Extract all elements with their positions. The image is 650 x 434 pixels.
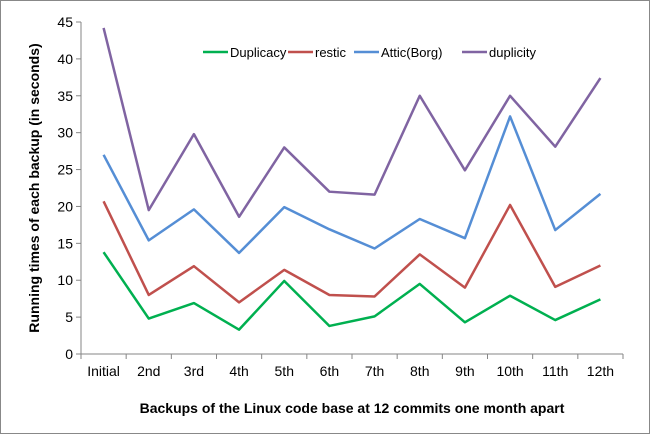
x-tick-label: 7th: [365, 363, 384, 379]
legend-item: restic: [288, 45, 347, 60]
series-line-restic: [102, 200, 601, 304]
x-tick-label: 4th: [229, 363, 248, 379]
y-tick-label: 25: [57, 162, 73, 178]
y-tick-label: 20: [57, 198, 73, 214]
x-tick-label: 9th: [455, 363, 474, 379]
legend-label: duplicity: [489, 45, 536, 60]
legend-label: Duplicacy: [230, 45, 287, 60]
legend-item: Duplicacy: [203, 45, 287, 60]
legend-label: restic: [315, 45, 347, 60]
series-line-duplicity: [102, 27, 602, 219]
x-tick-label: Initial: [87, 363, 120, 379]
x-tick-label: 6th: [320, 363, 339, 379]
series-line-attic-borg-: [102, 115, 602, 255]
y-tick-label: 40: [57, 51, 73, 67]
y-axis-label: Running times of each backup (in seconds…: [26, 43, 42, 332]
x-tick-label: 5th: [275, 363, 294, 379]
y-tick-label: 30: [57, 125, 73, 141]
y-tick-label: 0: [65, 346, 73, 362]
x-tick-label: 10th: [496, 363, 523, 379]
x-axis-label: Backups of the Linux code base at 12 com…: [140, 400, 565, 416]
legend-item: Attic(Borg): [354, 45, 442, 60]
x-tick-label: 2nd: [137, 363, 160, 379]
series-line-duplicacy: [102, 251, 601, 331]
x-tick-label: 8th: [410, 363, 429, 379]
y-tick-label: 35: [57, 88, 73, 104]
x-tick-label: 3rd: [184, 363, 204, 379]
y-tick-label: 5: [65, 309, 73, 325]
y-tick-label: 10: [57, 272, 73, 288]
legend-item: duplicity: [462, 45, 536, 60]
y-tick-label: 15: [57, 235, 73, 251]
legend-label: Attic(Borg): [381, 45, 442, 60]
x-tick-label: 11th: [542, 363, 568, 379]
x-tick-label: 12th: [587, 363, 614, 379]
y-tick-label: 45: [57, 14, 73, 30]
